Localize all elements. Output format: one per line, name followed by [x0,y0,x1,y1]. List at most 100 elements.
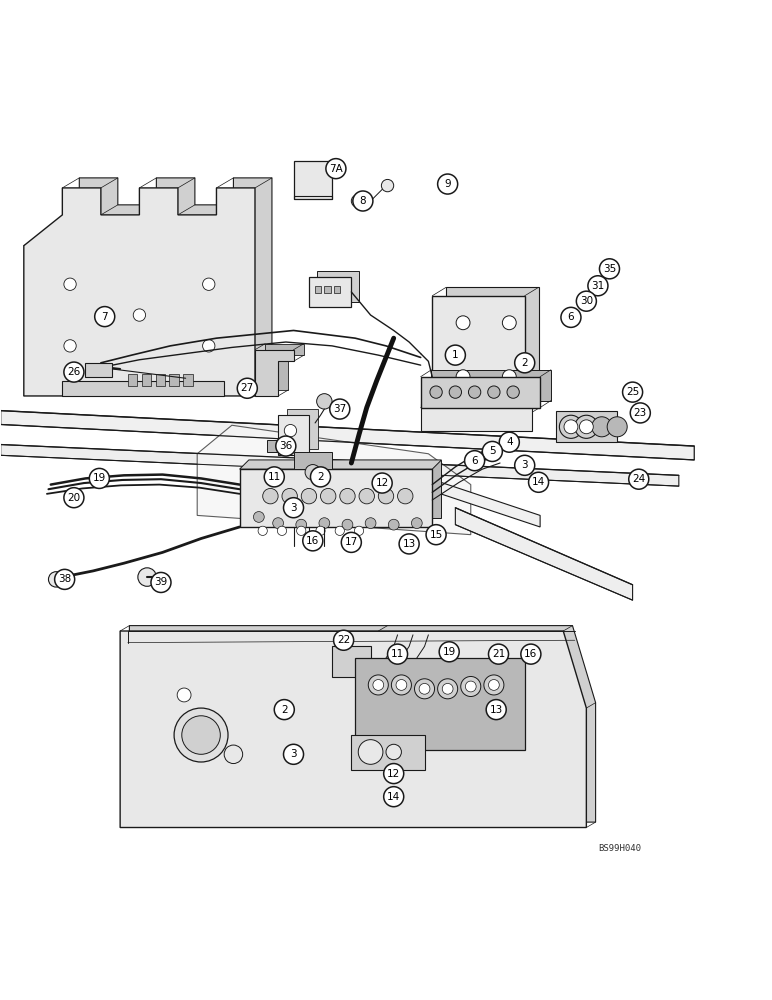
Text: 17: 17 [344,537,358,547]
Text: 39: 39 [154,577,168,587]
Polygon shape [334,286,340,293]
Text: 7: 7 [101,312,108,322]
Text: 2: 2 [317,472,323,482]
Circle shape [630,403,650,423]
Circle shape [359,488,374,504]
Text: 13: 13 [402,539,416,549]
Circle shape [237,378,257,398]
Circle shape [90,468,110,488]
Text: 35: 35 [603,264,616,274]
Text: 19: 19 [442,647,455,657]
Text: 14: 14 [532,477,545,487]
Circle shape [177,688,191,702]
Circle shape [202,278,215,290]
Circle shape [372,473,392,493]
Circle shape [469,386,481,398]
Bar [156,374,165,386]
Circle shape [456,316,470,330]
Circle shape [224,745,242,764]
Circle shape [396,680,407,690]
Circle shape [64,488,84,508]
Circle shape [499,432,520,452]
Text: 38: 38 [58,574,71,584]
Circle shape [489,680,499,690]
Circle shape [503,370,516,384]
Polygon shape [287,409,318,449]
Circle shape [628,469,648,489]
Bar [142,374,151,386]
Circle shape [373,680,384,690]
Text: 3: 3 [290,503,297,513]
Polygon shape [120,631,587,828]
Text: 36: 36 [279,441,293,451]
Circle shape [456,370,470,384]
Text: 5: 5 [489,446,496,456]
Text: 2: 2 [281,705,288,715]
Circle shape [465,451,485,471]
Text: 1: 1 [452,350,459,360]
Circle shape [438,679,458,699]
Circle shape [588,276,608,296]
Circle shape [415,679,435,699]
Text: 20: 20 [67,493,80,503]
Circle shape [430,386,442,398]
Circle shape [202,340,215,352]
Circle shape [282,488,297,504]
Circle shape [561,307,581,327]
Circle shape [174,708,228,762]
Circle shape [391,675,411,695]
Circle shape [529,472,549,492]
Circle shape [151,572,171,592]
Circle shape [326,159,346,179]
Polygon shape [317,271,359,302]
Circle shape [310,467,330,487]
Text: 4: 4 [506,437,513,447]
Circle shape [461,676,481,697]
Polygon shape [332,646,371,677]
Circle shape [364,197,371,205]
Circle shape [622,382,642,402]
Circle shape [384,787,404,807]
Circle shape [411,518,422,529]
Circle shape [384,764,404,784]
Circle shape [482,441,503,461]
Circle shape [330,399,350,419]
Circle shape [342,519,353,530]
Polygon shape [197,425,471,535]
Polygon shape [324,286,330,293]
Polygon shape [278,415,309,455]
Circle shape [95,307,115,327]
Circle shape [484,675,504,695]
Circle shape [341,532,361,552]
Circle shape [515,455,535,475]
Polygon shape [315,286,321,293]
Text: 2: 2 [521,358,528,368]
Circle shape [466,681,476,692]
Circle shape [305,465,320,480]
Circle shape [354,526,364,535]
Text: 11: 11 [391,649,405,659]
Text: BS99H040: BS99H040 [598,844,641,853]
Text: 23: 23 [634,408,647,418]
Circle shape [55,569,75,589]
Polygon shape [265,344,303,390]
Circle shape [560,415,583,438]
Circle shape [317,394,332,409]
Circle shape [600,259,619,279]
Circle shape [507,386,520,398]
Circle shape [365,518,376,529]
Polygon shape [309,277,351,307]
Circle shape [351,195,364,207]
Circle shape [283,498,303,518]
Polygon shape [425,477,540,527]
Bar [183,374,192,386]
Circle shape [353,191,373,211]
Circle shape [486,700,506,720]
Circle shape [64,340,76,352]
Circle shape [358,740,383,764]
Circle shape [398,488,413,504]
Circle shape [301,488,317,504]
Circle shape [283,744,303,764]
Circle shape [64,278,76,290]
Polygon shape [255,350,293,396]
